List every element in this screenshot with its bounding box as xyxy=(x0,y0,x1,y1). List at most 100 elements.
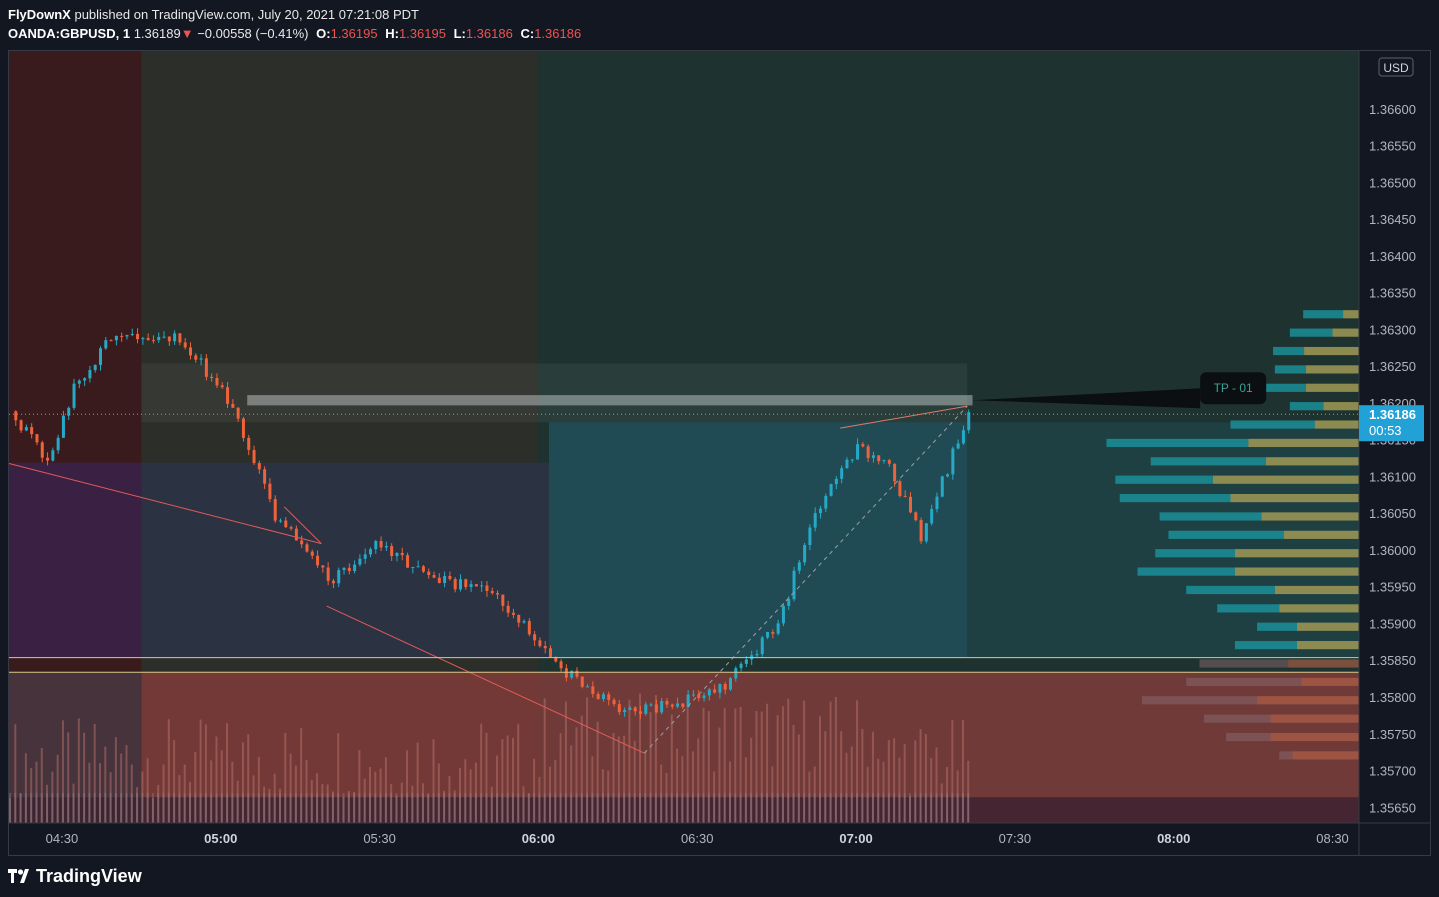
candle-body xyxy=(623,709,627,713)
volume-bar xyxy=(866,766,869,823)
volume-base-bar xyxy=(400,793,403,823)
candle-body xyxy=(93,364,97,371)
volume-base-bar xyxy=(316,793,319,823)
candle-body xyxy=(114,335,118,341)
volume-base-bar xyxy=(416,793,419,823)
volume-bar xyxy=(824,731,827,823)
candle-body xyxy=(215,378,219,386)
volume-base-bar xyxy=(305,793,308,823)
volume-bar xyxy=(310,780,313,823)
price-tick-label: 1.36300 xyxy=(1369,322,1416,337)
volume-bar xyxy=(803,700,806,823)
profile-bar-up xyxy=(1141,696,1258,705)
candle-body xyxy=(527,621,531,635)
publisher-name[interactable]: FlyDownX xyxy=(8,7,71,22)
currency-label: USD xyxy=(1383,61,1409,75)
volume-base-bar xyxy=(691,793,694,823)
candle-body xyxy=(845,459,849,469)
volume-bar xyxy=(570,745,573,823)
candle-body xyxy=(178,333,182,343)
candle-body xyxy=(665,700,669,705)
volume-base-bar xyxy=(93,793,96,823)
volume-base-bar xyxy=(739,793,742,823)
volume-base-bar xyxy=(654,793,657,823)
candle-body xyxy=(236,407,240,419)
volume-bar xyxy=(797,734,800,823)
volume-bar xyxy=(453,790,456,823)
candle-body xyxy=(961,430,965,444)
volume-base-bar xyxy=(871,793,874,823)
volume-base-bar xyxy=(210,793,213,823)
currency-badge[interactable] xyxy=(1378,57,1414,77)
profile-bar-up xyxy=(1168,530,1284,539)
volume-bar xyxy=(554,759,557,823)
volume-base-bar xyxy=(19,793,22,823)
volume-bar xyxy=(114,737,117,823)
volume-base-bar xyxy=(924,793,927,823)
volume-bar xyxy=(792,724,795,823)
volume-base-bar xyxy=(406,793,409,823)
profile-bar-up xyxy=(1199,659,1289,668)
volume-base-bar xyxy=(146,793,149,823)
volume-bar xyxy=(808,771,811,823)
volume-base-bar xyxy=(379,793,382,823)
profile-bar-down xyxy=(1279,604,1359,613)
price-change: −0.00558 (−0.41%) xyxy=(197,26,309,41)
volume-bar xyxy=(781,706,784,823)
volume-base-bar xyxy=(781,793,784,823)
volume-base-bar xyxy=(887,793,890,823)
volume-bar xyxy=(744,757,747,823)
volume-bar xyxy=(199,719,202,823)
volume-base-bar xyxy=(834,793,837,823)
candle-body xyxy=(580,676,584,687)
volume-base-bar xyxy=(130,793,133,823)
candle-body xyxy=(199,358,203,360)
tp-zone xyxy=(247,395,973,406)
volume-base-bar xyxy=(776,793,779,823)
volume-bar xyxy=(940,783,943,823)
price-chart[interactable]: TP - 01 1.36600 1.36550 1.36500 1.36450 1.36… xyxy=(9,51,1430,855)
volume-bar xyxy=(167,719,170,823)
close-label: C: xyxy=(520,26,535,41)
candle-body xyxy=(792,570,796,600)
tradingview-logo[interactable]: TradingView xyxy=(8,866,142,887)
symbol-label[interactable]: OANDA:GBPUSD, 1 xyxy=(8,26,131,41)
volume-bar xyxy=(654,695,657,823)
time-tick-label: 06:30 xyxy=(681,831,714,846)
candle-body xyxy=(480,585,484,587)
volume-bar xyxy=(787,698,790,823)
profile-bar-down xyxy=(1343,310,1359,319)
candle-body xyxy=(109,340,113,342)
profile-bar-down xyxy=(1332,328,1359,337)
price-axis[interactable] xyxy=(1359,51,1430,855)
volume-bar xyxy=(125,745,128,823)
volume-bar xyxy=(644,751,647,823)
candle-body xyxy=(554,657,558,662)
candle-body xyxy=(189,347,192,356)
candle-body xyxy=(718,684,722,693)
candle-body xyxy=(660,700,664,713)
volume-bar xyxy=(99,763,101,823)
tp-callout-box[interactable] xyxy=(1200,372,1267,405)
volume-base-bar xyxy=(83,793,86,823)
profile-bar-up xyxy=(1257,622,1297,631)
volume-bar xyxy=(871,731,874,823)
candle-body xyxy=(104,340,108,349)
profile-bar-down xyxy=(1248,438,1359,448)
volume-bar xyxy=(496,755,499,823)
volume-bar xyxy=(411,785,414,823)
profile-bar-down xyxy=(1270,714,1359,723)
candle-body xyxy=(485,585,489,591)
candle-body xyxy=(284,520,288,528)
candle-body xyxy=(840,468,844,479)
volume-bar xyxy=(633,740,636,823)
volume-base-bar xyxy=(946,793,949,823)
current-price-label: 1.36186 xyxy=(1369,407,1416,422)
volume-bar xyxy=(263,786,266,823)
volume-bar xyxy=(580,715,583,823)
volume-base-bar xyxy=(151,793,154,823)
volume-base-bar xyxy=(321,793,324,823)
volume-base-bar xyxy=(474,793,477,823)
volume-base-bar xyxy=(766,793,769,823)
profile-bar-down xyxy=(1314,420,1359,429)
